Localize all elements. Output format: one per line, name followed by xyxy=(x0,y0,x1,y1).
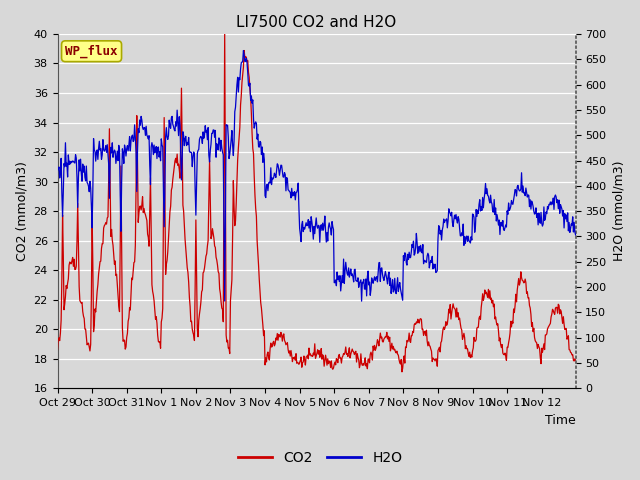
X-axis label: Time: Time xyxy=(545,414,575,427)
Text: WP_flux: WP_flux xyxy=(65,45,118,58)
Y-axis label: H2O (mmol/m3): H2O (mmol/m3) xyxy=(612,161,625,262)
Y-axis label: CO2 (mmol/m3): CO2 (mmol/m3) xyxy=(15,161,28,261)
Legend: CO2, H2O: CO2, H2O xyxy=(232,445,408,471)
Title: LI7500 CO2 and H2O: LI7500 CO2 and H2O xyxy=(236,15,397,30)
